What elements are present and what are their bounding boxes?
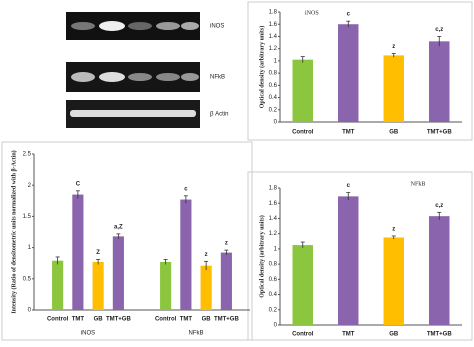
bar <box>112 236 124 310</box>
x-tick-label: TMT <box>180 317 193 323</box>
y-tick-label: 0 <box>274 120 278 126</box>
x-tick-label: GB <box>389 332 399 338</box>
significance-label: c <box>347 183 351 189</box>
bar <box>429 41 450 123</box>
gel-label: NFkB <box>210 75 225 81</box>
x-tick-label: TMT+GB <box>106 317 131 323</box>
y-tick-label: 0 <box>28 308 32 314</box>
significance-label: z <box>205 252 208 258</box>
gel-band <box>99 21 125 31</box>
y-tick-label: 0.6 <box>269 83 278 89</box>
y-tick-label: 0 <box>274 323 278 329</box>
y-tick-label: 0.8 <box>269 262 278 268</box>
x-tick-label: Control <box>47 317 69 323</box>
bar <box>180 199 192 310</box>
bar <box>200 265 212 310</box>
gel-band <box>70 110 196 117</box>
y-tick-label: 0.4 <box>269 95 278 101</box>
y-axis-label: Optical density (arbitrary units) <box>258 215 265 298</box>
gel-band <box>99 72 125 82</box>
y-axis-label: Optical density (arbitrary units) <box>258 26 265 109</box>
bar <box>52 260 64 310</box>
x-tick-label: TMT+GB <box>214 317 239 323</box>
significance-label: a,Z <box>114 224 123 230</box>
x-tick-label: GB <box>94 317 104 323</box>
significance-label: Z <box>96 250 100 256</box>
significance-label: z <box>392 44 395 50</box>
bar <box>160 261 172 310</box>
gel: iNOS NFkB β Actin <box>66 12 228 128</box>
y-tick-label: 1.6 <box>269 22 278 28</box>
chart-border <box>247 171 473 341</box>
x-tick-label: TMT+GB <box>427 332 452 338</box>
bar <box>429 216 450 325</box>
bar <box>383 55 404 123</box>
y-tick-label: 1 <box>28 245 32 251</box>
y-tick-label: 1.6 <box>269 201 278 207</box>
y-axis-label: Intensity (Ratio of densitometric units … <box>10 150 17 313</box>
y-tick-label: 0.6 <box>269 277 278 283</box>
gel-band <box>156 22 180 30</box>
significance-label: C <box>76 181 81 187</box>
gel-band <box>128 22 152 30</box>
y-tick-label: 1 <box>274 246 278 252</box>
bar <box>292 245 313 325</box>
bar <box>338 24 359 122</box>
x-tick-label: TMT <box>72 317 85 323</box>
significance-label: z <box>225 241 228 247</box>
bar <box>292 59 313 122</box>
x-tick-label: Control <box>292 130 314 136</box>
y-tick-label: 2.5 <box>23 152 32 158</box>
gel-label: β Actin <box>210 112 228 118</box>
chart-border <box>1 141 253 341</box>
chart-title: iNOS <box>305 10 319 16</box>
y-tick-label: 0.8 <box>269 71 278 77</box>
y-tick-label: 0.2 <box>269 107 278 113</box>
significance-label: c <box>184 186 188 192</box>
x-tick-label: GB <box>202 317 212 323</box>
y-tick-label: 1.2 <box>269 46 278 52</box>
significance-label: c,z <box>435 203 443 209</box>
group-label: NFkB <box>189 331 204 337</box>
gel-label: iNOS <box>210 24 224 30</box>
significance-label: z <box>392 227 395 233</box>
gel-band <box>71 72 95 82</box>
y-tick-label: 1.8 <box>269 186 278 192</box>
bar <box>220 252 232 310</box>
x-tick-label: TMT+GB <box>427 130 452 136</box>
y-tick-label: 0.2 <box>269 307 278 313</box>
y-tick-label: 1.4 <box>269 34 278 40</box>
significance-label: c <box>347 12 351 18</box>
y-tick-label: 1.2 <box>269 231 278 237</box>
bar <box>383 237 404 325</box>
bar <box>72 194 84 310</box>
y-tick-label: 0.4 <box>269 292 278 298</box>
x-tick-label: TMT <box>342 332 355 338</box>
bar <box>338 196 359 325</box>
chart-title: NFkB <box>411 181 426 187</box>
significance-label: c,z <box>435 27 443 33</box>
y-tick-label: 0.5 <box>23 276 32 282</box>
y-tick-label: 1.5 <box>23 214 32 220</box>
x-tick-label: Control <box>155 317 177 323</box>
x-tick-label: Control <box>292 332 314 338</box>
gel-band <box>71 22 95 30</box>
chart-border <box>247 1 473 141</box>
x-tick-label: TMT <box>342 130 355 136</box>
y-tick-label: 1.8 <box>269 10 278 16</box>
x-tick-label: GB <box>389 130 399 136</box>
gel-band <box>181 73 199 81</box>
y-tick-label: 2 <box>28 183 32 189</box>
bar <box>92 261 104 310</box>
gel-band <box>156 73 180 81</box>
gel-band <box>128 73 152 81</box>
group-label: iNOS <box>81 331 95 337</box>
y-tick-label: 1 <box>274 58 278 64</box>
gel-band <box>181 22 199 30</box>
y-tick-label: 1.4 <box>269 216 278 222</box>
